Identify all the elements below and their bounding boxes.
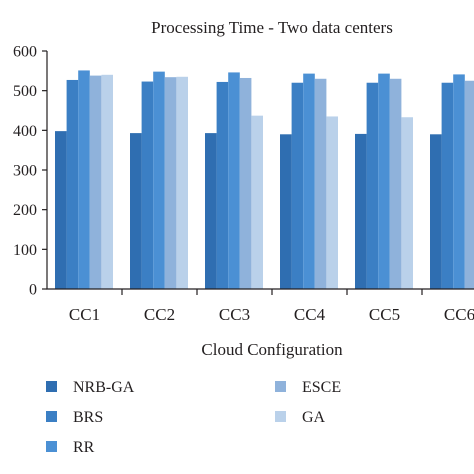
bar-ga-cc2 [176, 76, 188, 290]
legend-label: RR [73, 439, 95, 456]
bar-rr-cc4 [303, 73, 315, 289]
bar-brs-cc6 [441, 82, 454, 289]
bar-esce-cc3 [239, 77, 252, 290]
bar-rr-cc3 [228, 72, 240, 289]
bar-esce-cc1 [89, 75, 102, 290]
bar-esce-cc5 [389, 78, 402, 290]
x-tick-label: CC2 [144, 305, 175, 324]
x-tick-label: CC4 [294, 305, 326, 324]
bar-rr-cc2 [153, 71, 165, 289]
bar-nrb-ga-cc2 [130, 133, 142, 289]
x-tick-label: CC5 [369, 305, 400, 324]
y-axis-ticks: 0 100 200 300 400 500 600 [13, 44, 47, 299]
legend-label: NRB-GA [73, 379, 135, 396]
x-tick-label: CC1 [69, 305, 100, 324]
bar-ga-cc5 [401, 117, 413, 289]
y-tick-label: 0 [29, 282, 37, 299]
x-tick-label: CC6 [444, 305, 474, 324]
bar-nrb-ga-cc6 [430, 134, 442, 289]
y-tick-label: 200 [13, 202, 37, 219]
legend-label: BRS [73, 409, 103, 426]
x-tick-label: CC3 [219, 305, 250, 324]
legend-swatch [275, 381, 286, 392]
legend-swatch [46, 441, 57, 452]
y-tick-label: 500 [13, 83, 37, 100]
bars [55, 70, 474, 290]
bar-rr-cc1 [78, 70, 90, 289]
y-tick-label: 100 [13, 242, 37, 259]
bar-rr-cc5 [378, 73, 390, 289]
bar-nrb-ga-cc3 [205, 133, 217, 289]
legend-label: GA [302, 409, 326, 426]
x-axis-title: Cloud Configuration [201, 340, 343, 359]
bar-brs-cc5 [366, 82, 379, 289]
bar-ga-cc3 [251, 115, 263, 289]
y-tick-label: 600 [13, 44, 37, 61]
legend-label: ESCE [302, 379, 341, 396]
bar-esce-cc4 [314, 78, 327, 290]
x-axis-ticks: CC1 CC2 CC3 CC4 CC5 CC6 [69, 289, 474, 324]
legend: NRB-GA BRS RR ESCE GA [46, 379, 341, 456]
bar-ga-cc4 [326, 116, 338, 289]
chart-title: Processing Time - Two data centers [151, 18, 393, 37]
legend-swatch [46, 381, 57, 392]
bar-nrb-ga-cc4 [280, 134, 292, 289]
bar-ga-cc1 [101, 74, 113, 289]
bar-esce-cc6 [464, 80, 474, 289]
legend-swatch [46, 411, 57, 422]
bar-nrb-ga-cc1 [55, 131, 67, 289]
y-tick-label: 300 [13, 163, 37, 180]
bar-esce-cc2 [164, 77, 177, 290]
legend-swatch [275, 411, 286, 422]
bar-rr-cc6 [453, 74, 465, 289]
y-tick-label: 400 [13, 123, 37, 140]
bar-brs-cc2 [141, 81, 154, 289]
bar-nrb-ga-cc5 [355, 133, 367, 289]
bar-brs-cc1 [66, 79, 79, 289]
bar-brs-cc4 [291, 82, 304, 289]
bar-brs-cc3 [216, 81, 229, 289]
